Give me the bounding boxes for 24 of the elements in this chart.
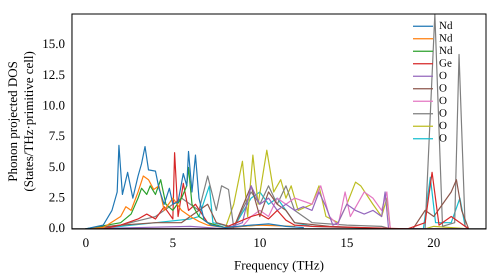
y-tick-label: 7.5 bbox=[48, 128, 65, 144]
legend-label: Nd bbox=[439, 20, 453, 32]
x-tick-label: 0 bbox=[82, 235, 90, 250]
legend-label: O bbox=[439, 70, 447, 82]
x-tick-label: 10 bbox=[253, 235, 266, 250]
legend-label: O bbox=[439, 120, 447, 132]
y-tick-label: 12.5 bbox=[42, 66, 65, 82]
x-tick-label: 5 bbox=[170, 235, 176, 250]
x-axis-title: Frequency (THz) bbox=[234, 258, 324, 273]
legend-label: O bbox=[439, 82, 447, 95]
x-tick-label: 20 bbox=[427, 235, 440, 250]
legend-label: O bbox=[439, 95, 447, 108]
y-tick-label: 2.5 bbox=[48, 190, 65, 205]
x-tick-label: 15 bbox=[340, 235, 354, 250]
legend-label: O bbox=[439, 132, 447, 145]
y-tick-label: 0.0 bbox=[48, 220, 65, 236]
legend-label: Ge bbox=[439, 58, 452, 70]
y-tick-label: 5.0 bbox=[48, 158, 65, 174]
y-tick-label: 15.0 bbox=[42, 36, 65, 52]
legend-label: Nd bbox=[439, 32, 453, 45]
y-axis-title: Phonon projected DOS (States/THz·primitive cell) bbox=[5, 51, 36, 192]
legend-label: O bbox=[439, 108, 447, 120]
y-tick-label: 10.0 bbox=[42, 97, 65, 112]
legend-label: Nd bbox=[439, 45, 453, 58]
